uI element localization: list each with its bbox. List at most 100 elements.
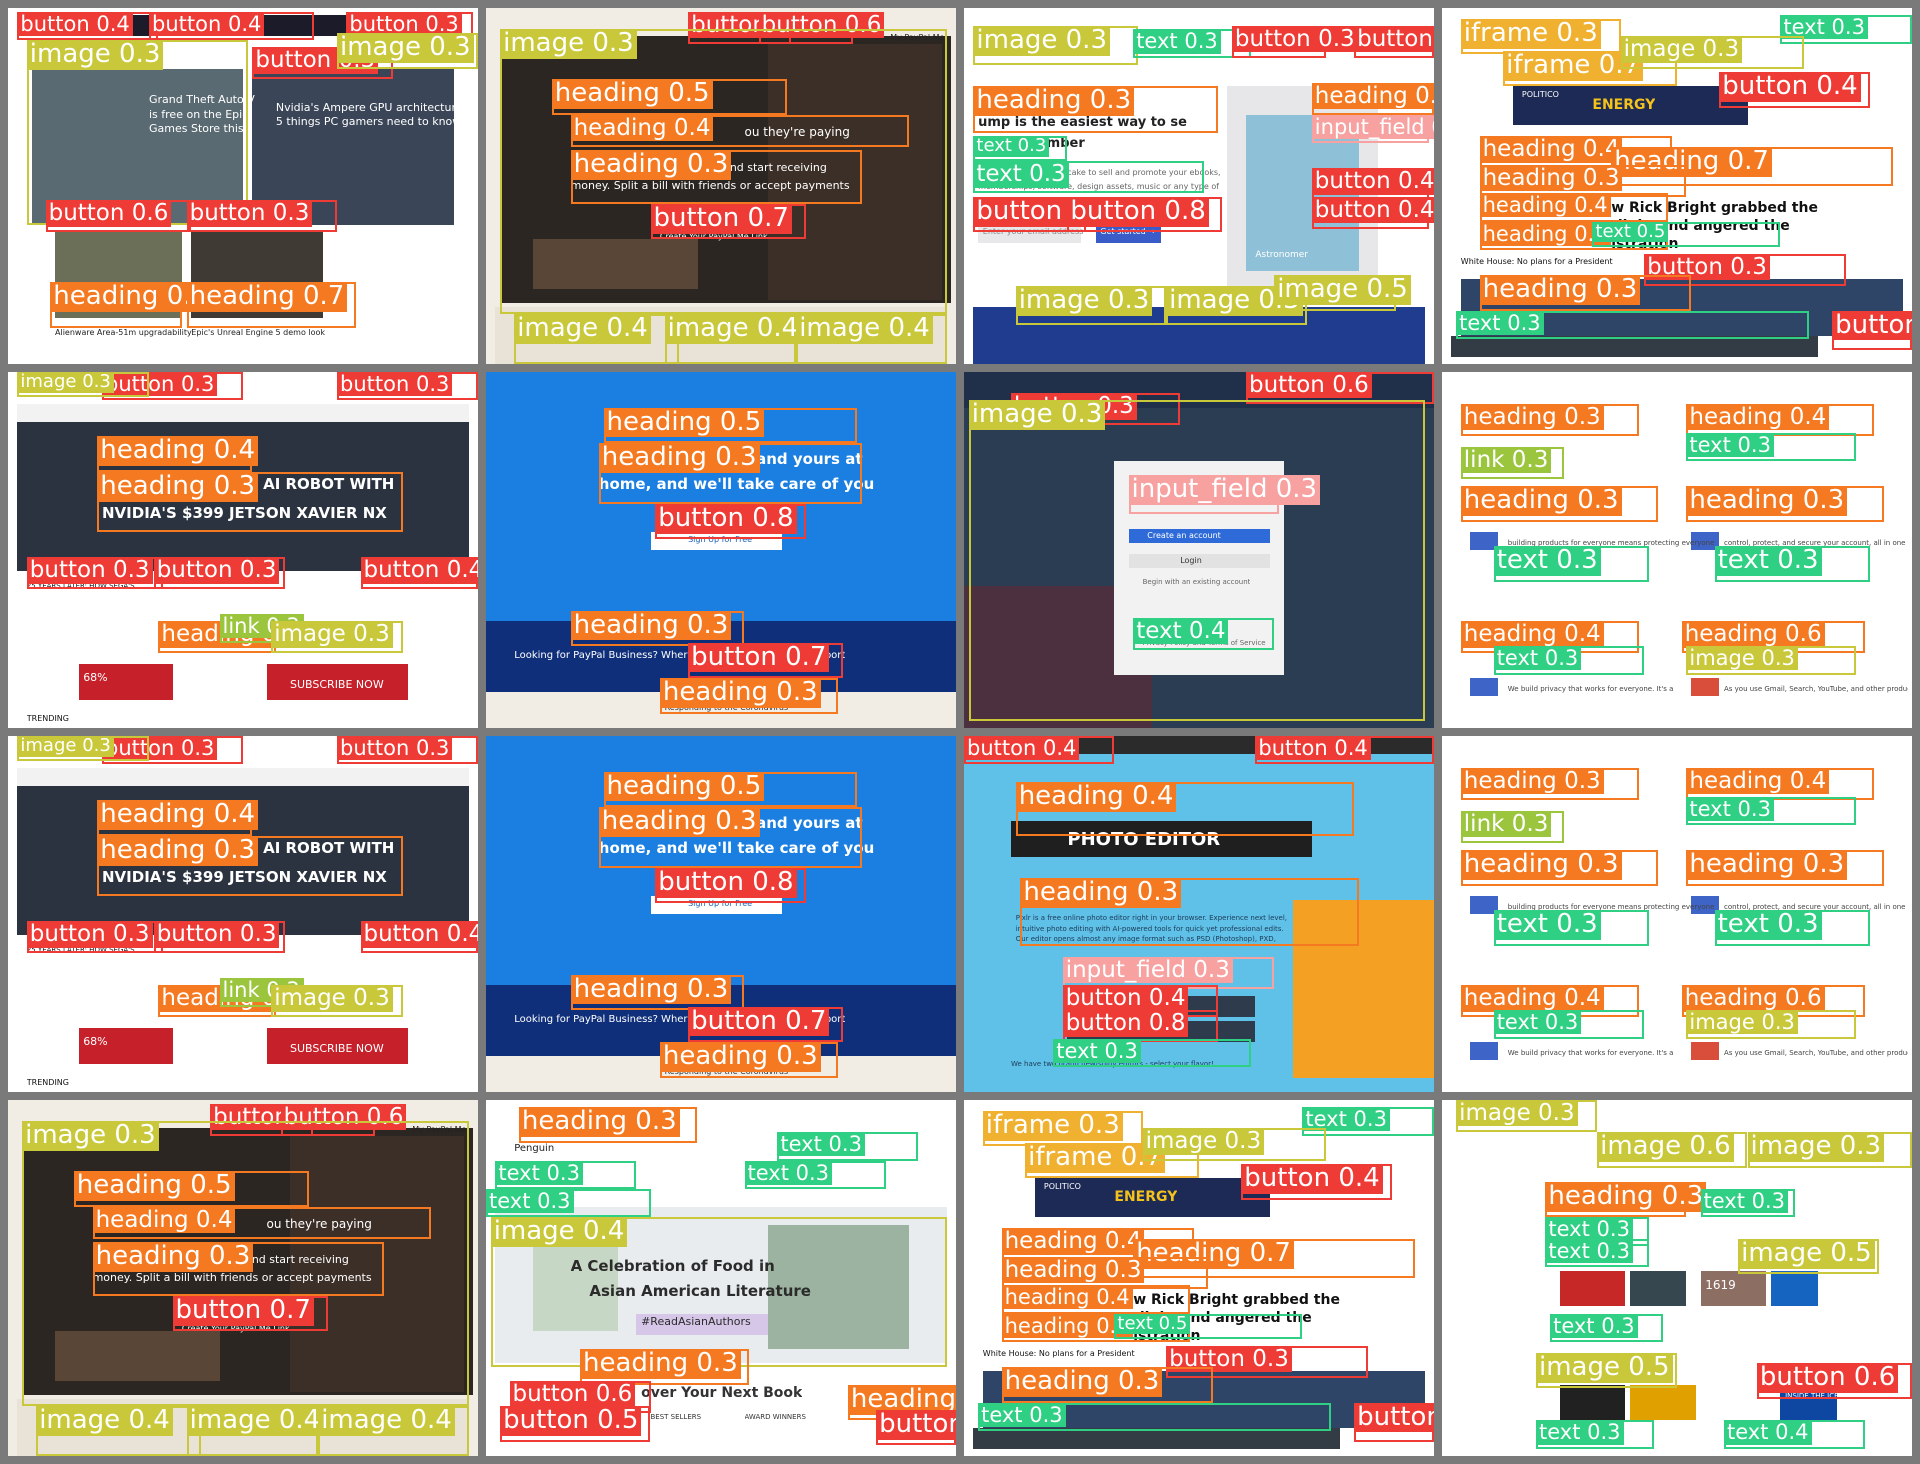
detection-label: button 0.6	[1756, 1362, 1899, 1394]
detection-label: heading 0.4	[1001, 1285, 1133, 1310]
detection-class: heading	[189, 281, 295, 312]
detection-score: 0.3	[1193, 956, 1230, 983]
detection-label: heading 0.7	[1133, 1237, 1294, 1269]
page-text: Penguin	[514, 1142, 555, 1154]
detection-label: text 0.3	[1053, 1038, 1141, 1063]
detection-class: image	[189, 1405, 271, 1436]
detection-label: button 0.4	[1241, 1163, 1383, 1194]
detection-score: 0.8	[1164, 195, 1206, 226]
detection-score: 0.4	[1564, 621, 1601, 648]
detection-class: text	[1689, 796, 1731, 821]
page-image-region	[17, 404, 469, 422]
detection-class: heading	[521, 1106, 628, 1137]
detection-label: heading 0.3	[97, 835, 259, 866]
detection-class: text	[1783, 15, 1825, 40]
detection-label: button 0.5	[688, 11, 814, 38]
detection-score: 0.3	[180, 736, 215, 760]
detection-class: heading	[554, 78, 660, 109]
page-text: 25 YEARS LATER: HOW SEGA'S	[26, 582, 135, 591]
detection-label: heading 0.3	[570, 149, 732, 181]
detection-class: image	[29, 39, 111, 70]
detection-class: image	[1750, 1131, 1832, 1162]
detection-class: button	[156, 557, 233, 584]
detection-class: heading	[573, 973, 679, 1004]
detection-label: button 0.4	[1719, 71, 1861, 102]
detection-class: heading	[1463, 484, 1569, 515]
detection-class: heading	[53, 281, 159, 312]
detection-box-image: image 0.3	[337, 32, 478, 69]
detection-label: text 0.3	[978, 1402, 1066, 1427]
detection-label: heading 0.3	[1460, 404, 1604, 431]
detection-class: image	[1689, 1010, 1755, 1035]
detection-class: text	[1136, 29, 1178, 54]
detection-score: 0.3	[1556, 545, 1598, 576]
detection-label: button 0.3	[186, 200, 313, 227]
detection-class: heading	[1314, 82, 1408, 109]
detection-class: iframe	[1463, 17, 1549, 48]
page-image-region	[1451, 335, 1818, 357]
page-image-region	[768, 1224, 909, 1350]
detection-score: 0.3	[696, 1348, 738, 1379]
page-image-region	[1470, 1042, 1499, 1060]
detection-class: button	[340, 372, 410, 396]
detection-class: button	[20, 11, 90, 36]
detection-box-button: button 0.4	[149, 11, 314, 41]
page-text: ENERGY	[1114, 1189, 1178, 1205]
detection-label: image 0.6	[1597, 1131, 1734, 1162]
detection-label: image 0.5	[1274, 274, 1411, 305]
detection-box-input-field: input_field 0.3	[1128, 474, 1321, 515]
page-image-region	[55, 1331, 220, 1382]
detection-box-button: button 0.6	[509, 1381, 651, 1414]
detection-box-heading: heading 0.3	[1460, 849, 1659, 886]
detection-label: text 0.3	[1545, 1217, 1633, 1242]
detection-label: image 0.4	[664, 313, 802, 345]
detection-box-heading: heading 0.4	[1015, 781, 1355, 836]
detection-label: button 0.4	[1255, 736, 1371, 761]
page-image-region	[1293, 899, 1434, 1078]
detection-label: iframe 0.7	[1503, 50, 1644, 81]
detection-score: 0.4	[1816, 71, 1858, 102]
page-image-region	[1034, 1178, 1270, 1218]
detection-score: 0.3	[180, 372, 215, 396]
detection-score: 0.3	[1596, 1238, 1630, 1263]
page-text: TRENDING	[26, 1077, 69, 1087]
detection-label: button 0.7	[688, 1006, 830, 1037]
detection-class: iframe	[985, 1109, 1071, 1140]
detection-box-button: button 0.4	[964, 736, 1115, 765]
detection-label: text 0.3	[1493, 1010, 1582, 1035]
detection-class: image	[25, 1120, 107, 1151]
detection-class: heading	[1004, 1313, 1090, 1338]
detection-box-iframe: iframe 0.3	[1460, 17, 1621, 55]
detection-class: heading	[1463, 768, 1557, 795]
page-text: NVIDIA'S $399 JETSON XAVIER NX	[102, 503, 387, 522]
detection-box-text: text 0.3	[744, 1160, 886, 1189]
detection-score: 0.3	[1511, 810, 1549, 837]
detection-class: text	[489, 1189, 531, 1213]
detection-box-heading: heading 0.3	[50, 281, 212, 329]
detection-box-button: button 0.3	[153, 557, 286, 590]
detection-score: 0.7	[1249, 1237, 1291, 1268]
detection-label: button 0.4	[149, 11, 265, 36]
detection-box-iframe: iframe 0.7	[1503, 50, 1677, 87]
detection-box-text: text 0.5	[1114, 1313, 1303, 1339]
detection-label: image 0.3	[22, 1120, 159, 1152]
page-text: My PayPal.Me	[412, 1124, 467, 1134]
detection-label: text 0.4	[1724, 1420, 1812, 1445]
page-image-region	[1691, 532, 1720, 550]
detection-score: 0.4	[96, 11, 130, 36]
detection-score: 0.4	[1188, 617, 1226, 644]
detection-class: button	[363, 921, 440, 948]
detection-score: 0.3	[546, 1160, 580, 1185]
detection-label: text 0.3	[486, 1189, 574, 1214]
detection-class: button	[967, 736, 1037, 760]
detection-label: image 0.3	[17, 372, 114, 393]
detection-class: button	[976, 195, 1063, 226]
detection-score: 0.3	[1595, 274, 1638, 304]
detection-label: heading 0.3	[598, 442, 760, 474]
detection-label: button 0.3	[26, 557, 153, 584]
detection-box-button: button 0.6	[45, 200, 192, 233]
detection-score: 0.5	[719, 406, 762, 437]
